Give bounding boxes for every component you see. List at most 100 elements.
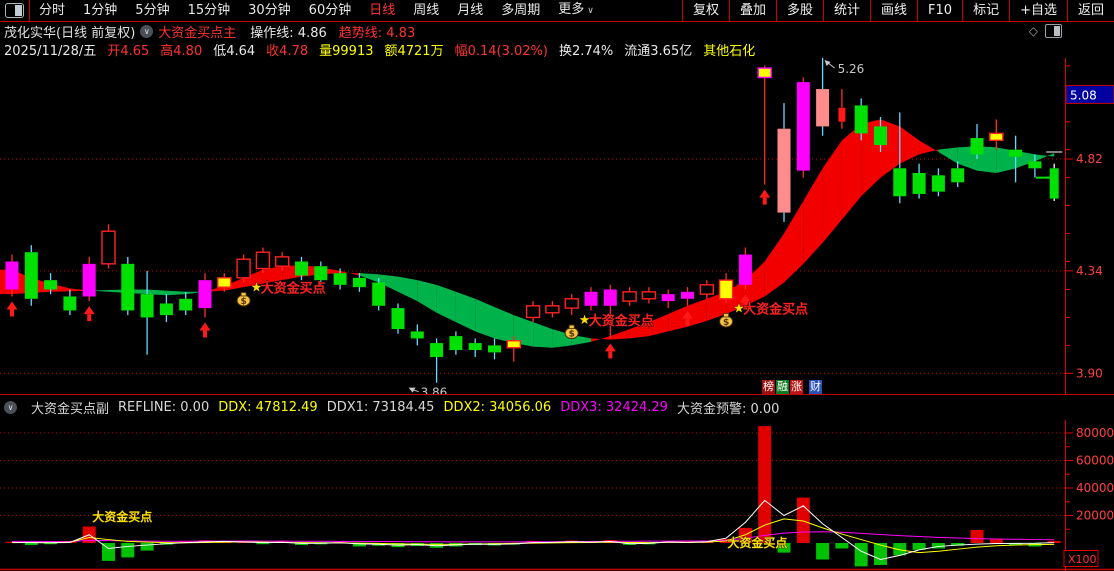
candle-body xyxy=(1049,168,1059,199)
trend-cloud-segment xyxy=(687,298,707,327)
window-layout-icon[interactable] xyxy=(5,3,24,18)
toolbar-button-多股[interactable]: 多股 xyxy=(775,0,823,22)
toolbar-button-叠加[interactable]: 叠加 xyxy=(728,0,776,22)
badge-涨[interactable]: 涨 xyxy=(790,380,803,394)
candle xyxy=(699,280,714,299)
diamond-icon[interactable]: ◇ xyxy=(1028,24,1038,38)
candle xyxy=(1028,154,1042,178)
toolbar-divider xyxy=(29,0,30,22)
sub-header-token: DDX2: 34056.06 xyxy=(443,399,552,415)
sub-axis-label: 80000 xyxy=(1076,426,1114,440)
candle-body xyxy=(641,291,657,300)
trend-cloud-segment xyxy=(243,269,263,288)
trend-cloud-segment xyxy=(938,147,958,164)
trend-line-value: 趋势线: 4.83 xyxy=(338,25,416,41)
candle-body xyxy=(410,331,424,339)
toolbar-button-画线[interactable]: 画线 xyxy=(870,0,917,22)
badge-财[interactable]: 财 xyxy=(809,380,822,394)
toolbar-button-复权[interactable]: 复权 xyxy=(681,0,729,22)
ohlc-info-row: 2025/11/28/五 开4.65 高4.80 低4.64 收4.78 量99913 额4… xyxy=(4,40,1110,59)
ddx-bar xyxy=(912,543,926,550)
candle-body xyxy=(82,263,96,297)
candle-body xyxy=(333,273,347,285)
top-menu-bar: 分时 1分钟 5分钟 15分钟 30分钟 60分钟 日线 周线 月线 多周期 更多 ∨ 复权 叠加 多股统… xyxy=(0,0,1114,22)
ddx-bar xyxy=(44,543,58,545)
candle-body xyxy=(314,266,328,281)
trend-cloud-segment xyxy=(378,274,398,292)
price-annotation: 5.26 xyxy=(824,60,864,76)
candle xyxy=(488,338,501,360)
buy-arrow-icon xyxy=(604,343,616,359)
menu-tab-1分钟[interactable]: 1分钟 xyxy=(83,2,118,18)
trend-cloud-segment xyxy=(89,289,109,292)
trend-cloud-segment xyxy=(668,305,688,332)
menu-tab-更多[interactable]: 更多 ∨ xyxy=(558,2,594,17)
candle xyxy=(738,247,752,290)
candle xyxy=(159,294,173,323)
candle-body xyxy=(275,256,290,267)
toolbar-button-统计[interactable]: 统计 xyxy=(823,0,870,22)
sub-axis-label: 40000 xyxy=(1076,481,1114,495)
candle xyxy=(951,161,965,187)
menu-tab-月线[interactable]: 月线 xyxy=(457,2,484,18)
candle xyxy=(970,124,984,159)
trend-cloud-segment xyxy=(455,291,476,332)
candle xyxy=(854,98,868,141)
sub-buy-point-label: 大资金买点 xyxy=(727,535,787,550)
split-view-icon[interactable] xyxy=(1045,24,1062,38)
candle-body xyxy=(584,291,598,306)
candle-body xyxy=(5,261,19,290)
svg-text:3.86: 3.86 xyxy=(421,386,448,394)
buy-arrow-icon xyxy=(6,301,18,317)
sub-indicator-chart: 大资金买点 大资金买点 80000 60000 40000 20000 X100 xyxy=(0,420,1114,571)
candle xyxy=(198,273,212,318)
candle-body xyxy=(718,279,734,300)
candle-body xyxy=(931,175,945,192)
buy-arrow-icon xyxy=(739,294,751,310)
badge-融[interactable]: 融 xyxy=(776,380,789,394)
menu-tab-60分钟[interactable]: 60分钟 xyxy=(308,2,352,18)
candle xyxy=(777,103,791,222)
candle-body xyxy=(140,294,154,318)
info-token: 低4.64 xyxy=(213,43,256,59)
candle-body xyxy=(488,345,501,353)
toolbar-button-标记[interactable]: 标记 xyxy=(962,0,1009,22)
main-indicator-name[interactable]: 大资金买点主 xyxy=(158,25,237,41)
candle-body xyxy=(217,277,232,288)
menu-tab-30分钟[interactable]: 30分钟 xyxy=(248,2,291,18)
menu-tab-周线[interactable]: 周线 xyxy=(413,2,440,18)
chevron-down-icon[interactable]: ∨ xyxy=(140,24,154,38)
menu-tab-5分钟[interactable]: 5分钟 xyxy=(135,2,170,18)
info-token: 流通3.65亿 xyxy=(624,43,693,59)
candle-body xyxy=(699,284,714,295)
chevron-down-icon[interactable]: ∨ xyxy=(4,400,17,414)
info-token: 量99913 xyxy=(319,43,374,59)
menu-tab-15分钟[interactable]: 15分钟 xyxy=(187,2,231,18)
ddx-bar xyxy=(931,543,945,549)
candle xyxy=(217,273,232,292)
toolbar-button-返回[interactable]: 返回 xyxy=(1066,0,1114,22)
candle-body xyxy=(838,107,846,122)
candle-body xyxy=(295,261,308,276)
menu-tab-分时[interactable]: 分时 xyxy=(39,2,66,18)
toolbar-button-+自选[interactable]: +自选 xyxy=(1009,0,1067,22)
ddx-bar xyxy=(140,543,154,551)
candle-body xyxy=(738,254,752,285)
money-bag-icon xyxy=(240,292,247,297)
candle-body xyxy=(159,303,173,316)
candle-body xyxy=(449,336,463,351)
candle-body xyxy=(796,82,810,171)
menu-tab-日线[interactable]: 日线 xyxy=(369,2,396,18)
candle xyxy=(179,291,193,316)
main-chart-canvas: $★大资金买点$★大资金买点 $★大资金买点5.263.864.824.343.9… xyxy=(0,58,1114,394)
badge-榜[interactable]: 榜 xyxy=(762,380,775,394)
trend-cloud-segment xyxy=(475,298,495,339)
ddx-bar xyxy=(121,543,135,558)
ddx-bar xyxy=(758,426,772,543)
trend-cloud-segment xyxy=(629,322,649,339)
candle-body xyxy=(951,168,965,183)
candle xyxy=(236,254,251,283)
menu-tab-多周期[interactable]: 多周期 xyxy=(501,2,541,18)
toolbar-button-F10[interactable]: F10 xyxy=(917,0,962,22)
